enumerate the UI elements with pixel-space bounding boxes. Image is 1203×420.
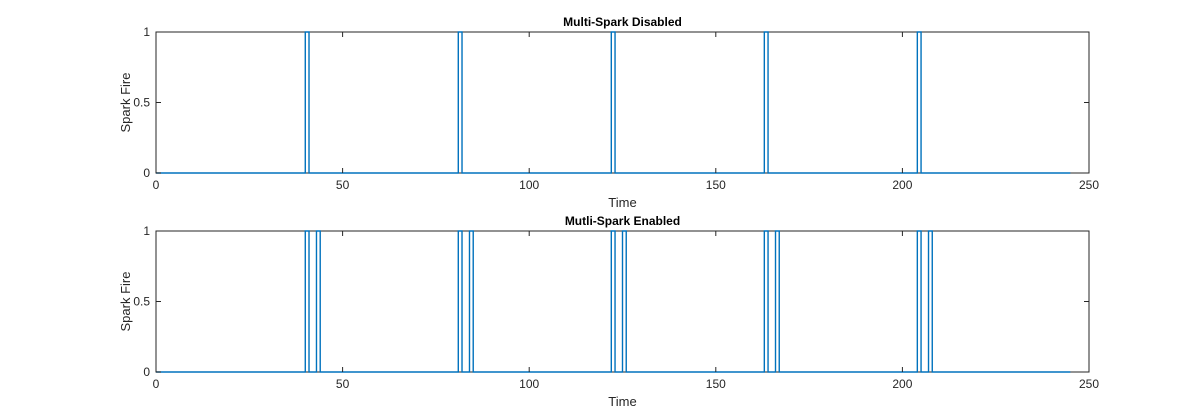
x-tick-label: 100 xyxy=(519,178,539,192)
chart-title: Multi-Spark Disabled xyxy=(563,15,682,29)
y-axis-label: Spark Fire xyxy=(118,73,133,133)
subplot-1: 0 50 100 150 200 250 0 0.5 1 Multi-Spark Disabled… xyxy=(118,15,1099,210)
chart-title: Mutli-Spark Enabled xyxy=(565,214,680,228)
series-line-1 xyxy=(156,230,1071,373)
series-line-1 xyxy=(156,31,1071,174)
x-tick-label: 250 xyxy=(1079,377,1099,391)
x-axis-label: Time xyxy=(608,195,636,210)
x-tick-label: 200 xyxy=(892,377,912,391)
y-tick-label: 1 xyxy=(143,25,150,39)
x-tick-label: 150 xyxy=(706,178,726,192)
y-tick-label: 1 xyxy=(143,224,150,238)
x-tick-label: 250 xyxy=(1079,178,1099,192)
axes-box xyxy=(155,31,1090,174)
y-tick-label: 0.5 xyxy=(133,96,150,110)
x-tick-label: 150 xyxy=(706,377,726,391)
y-tick-label: 0.5 xyxy=(133,295,150,309)
y-tick-label: 0 xyxy=(143,166,150,180)
subplot-2: 0 50 100 150 200 250 0 0.5 1 Mutli-Spark Enabled T… xyxy=(118,214,1099,409)
y-tick-label: 0 xyxy=(143,365,150,379)
x-tick-label: 50 xyxy=(336,377,350,391)
y-axis-label: Spark Fire xyxy=(118,272,133,332)
x-tick-label: 50 xyxy=(336,178,350,192)
x-tick-label: 200 xyxy=(892,178,912,192)
x-tick-label: 0 xyxy=(153,377,160,391)
x-tick-label: 0 xyxy=(153,178,160,192)
x-tick-label: 100 xyxy=(519,377,539,391)
x-axis-label: Time xyxy=(608,394,636,409)
